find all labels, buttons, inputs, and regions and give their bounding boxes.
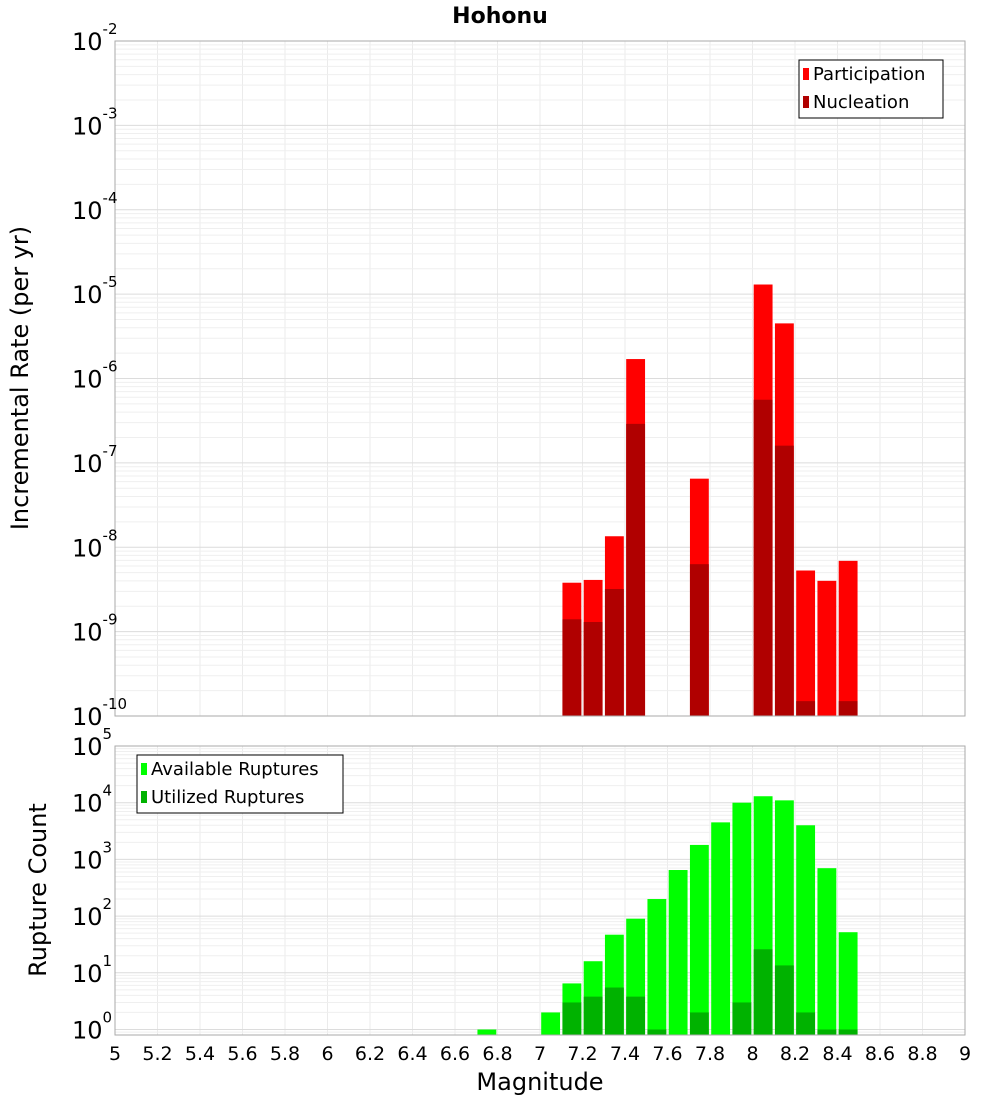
rupture-count-panel: 100 101 102 103 104 105 Available Ruptures Util… <box>72 725 966 1045</box>
bar <box>626 996 646 1035</box>
x-tick-label: 7.6 <box>652 1043 682 1065</box>
x-axis-ticks: 5 5.2 5.4 5.6 5.8 6 6.2 6.4 6.6 6.8 7 7.2 7.4 7.6 7.8 8… <box>109 1043 971 1065</box>
y-tick-label: 100 <box>72 1009 112 1045</box>
x-tick-label: 8.2 <box>780 1043 810 1065</box>
x-tick-label: 6.8 <box>482 1043 512 1065</box>
series-utilized-ruptures <box>562 949 858 1035</box>
legend-swatch <box>803 68 809 80</box>
bar <box>732 1002 752 1035</box>
bar <box>562 1002 582 1035</box>
legend-swatch <box>141 791 147 803</box>
bar <box>711 822 731 1035</box>
bar <box>774 965 794 1035</box>
chart-title: Hohonu <box>452 4 548 29</box>
bar <box>626 423 646 716</box>
bar <box>689 1012 709 1035</box>
bar <box>838 932 858 1035</box>
bar <box>604 987 624 1035</box>
x-tick-label: 8.6 <box>865 1043 895 1065</box>
bar <box>732 802 752 1035</box>
y-tick-label: 10-4 <box>72 189 118 225</box>
x-tick-label: 6 <box>321 1043 333 1065</box>
x-tick-label: 5.8 <box>270 1043 300 1065</box>
x-tick-label: 6.6 <box>440 1043 470 1065</box>
series-nucleation <box>562 399 858 716</box>
legend-swatch <box>803 96 809 108</box>
x-tick-label: 5 <box>109 1043 121 1065</box>
x-tick-label: 7.2 <box>567 1043 597 1065</box>
plot-frame <box>114 745 966 1036</box>
legend-label: Participation <box>813 64 925 85</box>
bar <box>817 1029 837 1035</box>
bar <box>583 996 603 1035</box>
bar <box>774 445 794 716</box>
bar <box>689 564 709 716</box>
x-tick-label: 9 <box>959 1043 971 1065</box>
legend-box <box>136 754 344 814</box>
bar <box>796 701 816 716</box>
bar <box>689 844 709 1035</box>
bar <box>541 1012 561 1035</box>
x-tick-label: 8.4 <box>822 1043 852 1065</box>
rate-panel: 10-10 10-9 10-8 10-7 10-6 10-5 10-4 10-3 10-2 Par… <box>72 20 966 731</box>
legend-label: Available Ruptures <box>151 759 319 780</box>
y-tick-label: 10-6 <box>72 358 118 394</box>
x-tick-label: 8.8 <box>907 1043 937 1065</box>
x-tick-label: 6.2 <box>355 1043 385 1065</box>
y-tick-label: 10-10 <box>72 695 127 731</box>
bar <box>668 870 688 1035</box>
y-tick-label: 104 <box>72 782 112 818</box>
y-tick-label: 10-3 <box>72 104 118 140</box>
legend: Available Ruptures Utilized Ruptures <box>136 754 344 814</box>
bar <box>796 1012 816 1035</box>
y-tick-label: 10-8 <box>72 526 118 562</box>
plot-frame <box>114 40 966 717</box>
x-axis-label: Magnitude <box>476 1068 603 1096</box>
y-tick-label: 103 <box>72 838 112 874</box>
legend-label: Nucleation <box>813 92 909 113</box>
x-tick-label: 7.4 <box>610 1043 640 1065</box>
x-tick-label: 5.6 <box>227 1043 257 1065</box>
bar <box>753 949 773 1035</box>
bar <box>817 868 837 1035</box>
bar <box>838 560 858 716</box>
bar <box>647 899 667 1035</box>
x-tick-label: 8 <box>746 1043 758 1065</box>
y-tick-label: 10-9 <box>72 611 118 647</box>
y-tick-label: 10-2 <box>72 20 118 56</box>
x-tick-label: 6.4 <box>397 1043 427 1065</box>
x-tick-label: 7 <box>534 1043 546 1065</box>
bar <box>753 399 773 716</box>
bar <box>477 1029 497 1035</box>
bar <box>583 622 603 716</box>
bar <box>817 580 837 716</box>
legend-box <box>798 59 944 119</box>
legend: Participation Nucleation <box>798 59 944 119</box>
y-axis-ticks: 10-10 10-9 10-8 10-7 10-6 10-5 10-4 10-3 10-2 <box>72 20 127 731</box>
bar <box>838 701 858 716</box>
x-tick-label: 5.2 <box>142 1043 172 1065</box>
x-tick-label: 7.8 <box>695 1043 725 1065</box>
legend-label: Utilized Ruptures <box>151 787 304 808</box>
bar <box>562 619 582 716</box>
top-y-axis-label: Incremental Rate (per yr) <box>6 226 34 530</box>
bar <box>796 570 816 716</box>
bar <box>796 825 816 1035</box>
y-tick-label: 105 <box>72 725 112 761</box>
x-tick-label: 5.4 <box>185 1043 215 1065</box>
bottom-y-axis-label: Rupture Count <box>24 803 52 977</box>
y-tick-label: 10-5 <box>72 273 118 309</box>
y-tick-label: 10-7 <box>72 442 118 478</box>
y-tick-label: 101 <box>72 952 112 988</box>
bar <box>838 1029 858 1035</box>
y-tick-label: 102 <box>72 895 112 931</box>
legend-swatch <box>141 763 147 775</box>
bar <box>647 1029 667 1035</box>
bar <box>604 589 624 716</box>
y-axis-ticks: 100 101 102 103 104 105 <box>72 725 112 1045</box>
grid-lines <box>114 40 966 717</box>
